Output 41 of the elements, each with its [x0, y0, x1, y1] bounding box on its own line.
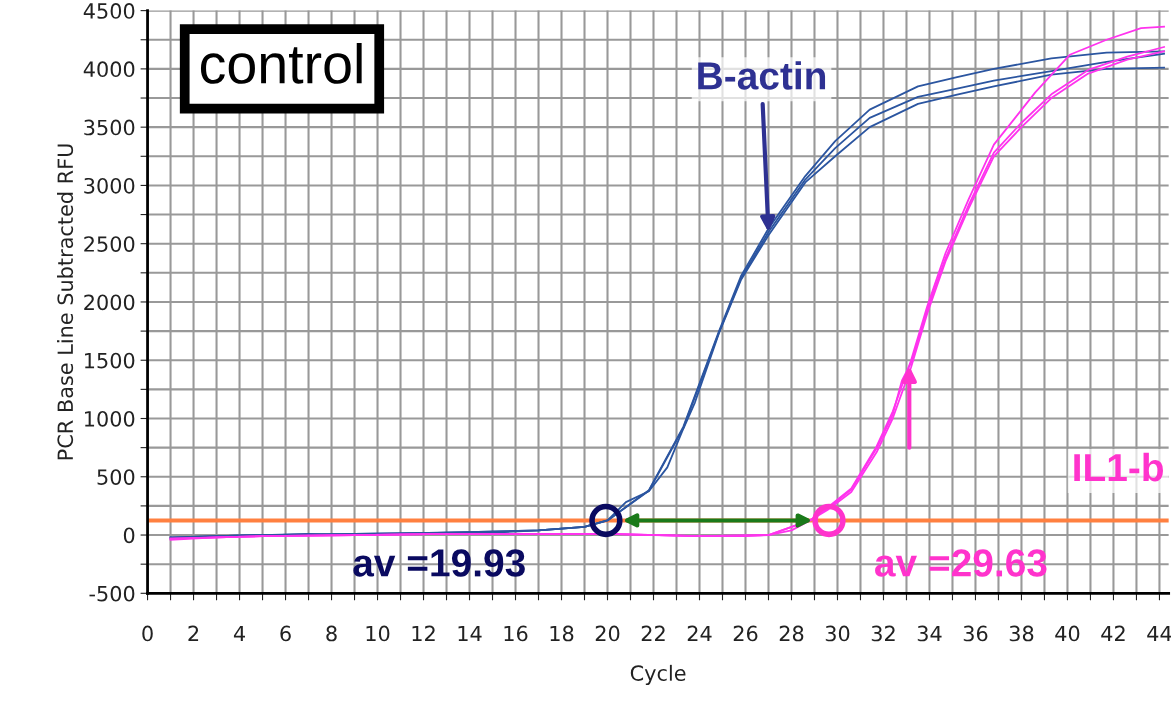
x-tick-label: 44 — [1147, 625, 1171, 642]
annotation: av =29.63 — [875, 549, 1047, 577]
x-tick-label: 40 — [1055, 625, 1080, 642]
y-tick-label: -500 — [89, 585, 135, 602]
y-tick-label: 1500 — [85, 352, 135, 369]
y-tick-label: 3500 — [84, 119, 135, 136]
x-tick-label: 34 — [917, 625, 942, 642]
x-tick-label: 4 — [233, 625, 245, 642]
x-axis-title: Cycle — [630, 664, 686, 686]
x-tick-label: 38 — [1009, 625, 1034, 642]
x-tick-label: 8 — [326, 625, 337, 642]
y-tick-label: 4000 — [83, 61, 135, 78]
x-tick-label: 16 — [504, 625, 528, 642]
y-tick-label: 2500 — [84, 236, 135, 252]
x-tick-label: 28 — [779, 625, 804, 642]
x-tick-label: 6 — [280, 625, 291, 642]
annotation: B-actin — [698, 61, 826, 90]
x-tick-label: 20 — [595, 625, 620, 642]
x-tick-label: 30 — [825, 625, 850, 642]
x-tick-label: 14 — [458, 625, 482, 642]
x-tick-label: 26 — [733, 625, 758, 642]
annotation: control — [200, 42, 362, 84]
y-tick-label: 0 — [123, 527, 135, 544]
x-tick-label: 36 — [963, 625, 988, 642]
x-tick-label: 12 — [412, 625, 435, 642]
x-tick-label: 32 — [871, 625, 895, 642]
y-tick-label: 500 — [97, 469, 135, 485]
y-tick-label: 3000 — [84, 177, 135, 194]
y-tick-label: 2000 — [84, 294, 135, 311]
x-tick-label: 10 — [366, 625, 390, 642]
x-tick-label: 2 — [188, 625, 199, 642]
x-tick-label: 22 — [641, 625, 665, 642]
y-tick-label: 4500 — [83, 3, 135, 19]
x-tick-label: 42 — [1101, 625, 1125, 642]
x-tick-label: 0 — [142, 625, 153, 642]
annotation: av =19.93 — [353, 549, 525, 577]
y-axis-title: PCR Base Line Subtracted RFU — [57, 144, 74, 460]
x-tick-label: 24 — [687, 625, 712, 642]
y-tick-label: 1000 — [85, 410, 135, 427]
x-tick-label: 18 — [550, 625, 574, 642]
annotation: IL1-b — [1074, 452, 1163, 482]
